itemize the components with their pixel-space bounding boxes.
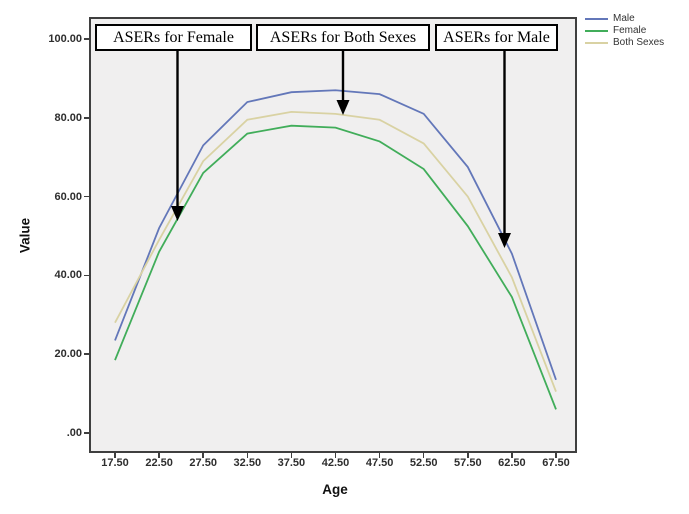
y-tick-label: 40.00 <box>54 269 82 282</box>
x-tick-label: 62.50 <box>498 457 526 469</box>
x-tick-label: 32.50 <box>233 457 262 469</box>
legend-item-male: Male <box>585 14 664 24</box>
x-tick-label: 42.50 <box>321 457 350 469</box>
x-tick-label: 47.50 <box>365 457 394 469</box>
y-tick-label: 80.00 <box>54 111 82 124</box>
x-tick-mark <box>246 453 249 458</box>
y-tick-mark <box>84 274 89 277</box>
x-tick-mark <box>378 453 381 458</box>
plot-area <box>89 17 577 453</box>
x-tick-mark <box>511 453 513 458</box>
y-tick-label: .00 <box>66 427 82 439</box>
y-tick-label: 100.00 <box>48 33 82 45</box>
x-tick-mark <box>555 453 557 458</box>
x-tick-label: 67.50 <box>542 457 570 469</box>
legend-swatch-icon <box>585 18 608 20</box>
x-tick-mark <box>290 453 293 458</box>
annotation-box-both-sexes: ASERs for Both Sexes <box>256 24 430 51</box>
y-axis-title: Value <box>17 217 33 254</box>
y-tick-label: 20.00 <box>54 348 82 361</box>
annotation-box-male: ASERs for Male <box>435 24 558 51</box>
y-tick-mark <box>84 38 89 40</box>
legend-swatch-icon <box>585 30 608 32</box>
x-tick-label: 22.50 <box>145 457 173 469</box>
y-tick-label: 60.00 <box>54 190 82 203</box>
legend-swatch-icon <box>585 42 608 44</box>
x-tick-mark <box>467 453 469 458</box>
x-tick-label: 52.50 <box>409 457 438 469</box>
x-tick-label: 27.50 <box>189 457 217 469</box>
x-tick-mark <box>334 453 337 458</box>
y-tick-mark <box>84 353 89 355</box>
x-tick-mark <box>422 453 425 458</box>
y-tick-mark <box>84 195 89 198</box>
legend-item-both-sexes: Both Sexes <box>585 38 664 48</box>
annotation-box-female: ASERs for Female <box>95 24 252 51</box>
legend-item-female: Female <box>585 26 664 36</box>
y-tick-mark <box>84 117 89 119</box>
legend-label: Female <box>613 25 647 36</box>
x-tick-mark <box>114 453 116 458</box>
x-tick-mark <box>158 453 160 458</box>
y-tick-mark <box>84 432 89 434</box>
legend: Male Female Both Sexes <box>585 14 664 48</box>
x-tick-mark <box>202 453 204 458</box>
x-tick-label: 57.50 <box>454 457 482 469</box>
x-axis-title: Age <box>322 482 348 497</box>
legend-label: Male <box>613 13 635 24</box>
x-tick-label: 17.50 <box>101 457 129 469</box>
legend-label: Both Sexes <box>613 37 665 48</box>
x-tick-label: 37.50 <box>277 457 306 469</box>
